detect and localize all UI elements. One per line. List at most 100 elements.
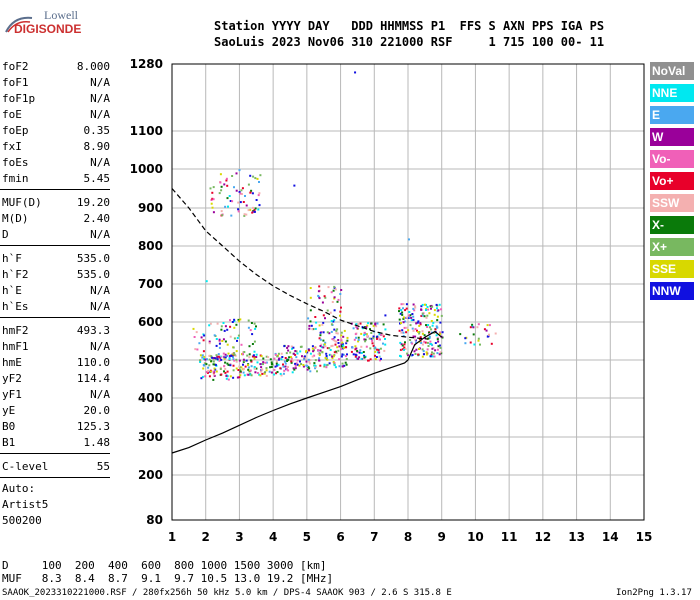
echo-point (335, 340, 338, 343)
echo-point (254, 367, 257, 370)
echo-point (427, 324, 430, 326)
param-name: fmin (2, 172, 29, 185)
echo-point (231, 175, 234, 177)
echo-point (376, 337, 378, 340)
echo-point (439, 351, 442, 354)
echo-point (384, 314, 387, 317)
echo-point (232, 346, 235, 349)
echo-point (295, 350, 298, 353)
echo-point (239, 318, 242, 321)
echo-point (277, 352, 280, 355)
echo-point (238, 320, 241, 323)
echo-point (421, 332, 424, 335)
echo-point (267, 356, 270, 359)
param-name: MUF(D) (2, 196, 42, 209)
echo-point (329, 354, 332, 357)
echo-point (430, 320, 433, 322)
echo-point (220, 328, 223, 331)
echo-point (229, 355, 231, 357)
param-name: h`F2 (2, 268, 29, 281)
echo-point (331, 338, 334, 341)
echo-point (309, 352, 312, 355)
echo-point (313, 354, 316, 357)
echo-point (326, 331, 329, 334)
echo-point (428, 331, 430, 334)
echo-point (434, 349, 437, 352)
echo-point (236, 337, 239, 339)
echo-point (212, 198, 215, 201)
echo-point (404, 320, 407, 323)
echo-point (338, 345, 341, 348)
echo-point (300, 363, 303, 365)
echo-point (401, 348, 404, 351)
echo-point (334, 366, 337, 369)
echo-point (414, 306, 417, 309)
echo-point (235, 367, 238, 370)
echo-point (368, 337, 371, 340)
echo-point (285, 352, 288, 355)
param-value: 493.3 (76, 324, 110, 337)
echo-point (265, 361, 268, 364)
echo-point (372, 337, 374, 340)
echo-point (336, 332, 339, 335)
echo-point (333, 336, 336, 339)
echo-point (439, 331, 441, 334)
echo-point (437, 309, 440, 312)
echo-point (408, 311, 411, 313)
echo-point (276, 364, 279, 367)
echo-point (440, 314, 443, 317)
echo-point (343, 329, 346, 332)
echo-point (311, 355, 314, 358)
echo-point (312, 350, 315, 353)
echo-point (307, 358, 310, 361)
echo-point (321, 301, 324, 304)
echo-point (289, 351, 292, 354)
echo-point (274, 365, 277, 368)
echo-point (249, 369, 252, 372)
echo-point (333, 285, 336, 288)
echo-point (346, 353, 348, 356)
param-value: 535.0 (76, 252, 110, 265)
echo-point (249, 191, 252, 194)
echo-point (405, 316, 408, 319)
echo-point (399, 348, 402, 351)
echo-point (426, 348, 429, 351)
param-name: foF1p (2, 92, 36, 105)
echo-point (337, 342, 340, 344)
echo-point (428, 312, 431, 315)
echo-point (325, 366, 328, 369)
echo-point (364, 338, 367, 341)
echo-point (330, 330, 333, 333)
echo-point (241, 187, 244, 190)
echo-point (202, 339, 205, 342)
echo-point (308, 360, 311, 363)
echo-point (223, 365, 226, 368)
echo-point (378, 356, 381, 359)
echo-point (201, 356, 204, 359)
echo-point (317, 294, 320, 297)
echo-point (419, 322, 422, 325)
logo-swoosh-icon (5, 16, 33, 33)
echo-point (218, 338, 221, 341)
echo-point (325, 352, 328, 355)
echo-point (262, 363, 264, 366)
echo-point (294, 353, 297, 356)
echo-point (398, 307, 401, 310)
echo-point (323, 295, 326, 298)
echo-point (329, 349, 332, 351)
echo-point (224, 205, 227, 208)
echo-point (226, 184, 229, 187)
echo-point (233, 353, 236, 356)
x-tick-label: 12 (535, 530, 552, 544)
echo-point (413, 309, 416, 312)
echo-point (319, 338, 322, 341)
echo-point (247, 209, 250, 212)
param-name: hmE (2, 356, 22, 369)
echo-point (217, 353, 220, 356)
echo-point (402, 331, 405, 334)
param-row: foF2 8.000 (2, 60, 110, 75)
echo-point (237, 334, 240, 337)
echo-point (486, 335, 489, 338)
echo-point (303, 358, 306, 361)
param-value: 114.4 (76, 372, 110, 385)
